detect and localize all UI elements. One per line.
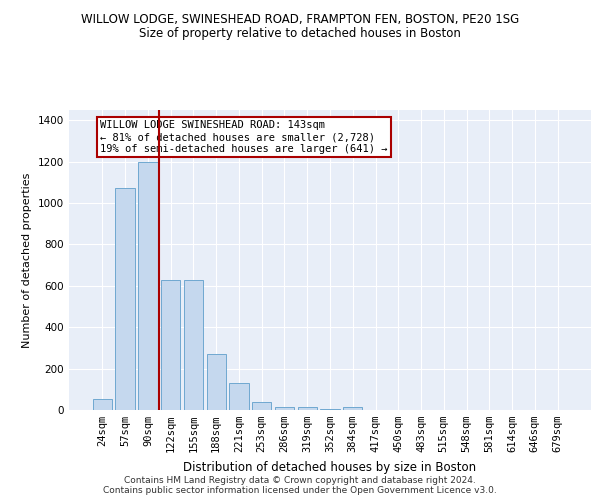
Bar: [343, 407, 362, 410]
Bar: [138, 162, 158, 410]
Bar: [298, 407, 317, 410]
Y-axis label: Number of detached properties: Number of detached properties: [22, 172, 32, 348]
Text: WILLOW LODGE, SWINESHEAD ROAD, FRAMPTON FEN, BOSTON, PE20 1SG: WILLOW LODGE, SWINESHEAD ROAD, FRAMPTON …: [81, 12, 519, 26]
Text: WILLOW LODGE SWINESHEAD ROAD: 143sqm
← 81% of detached houses are smaller (2,728: WILLOW LODGE SWINESHEAD ROAD: 143sqm ← 8…: [100, 120, 388, 154]
Bar: [252, 402, 271, 410]
Bar: [206, 354, 226, 410]
Bar: [93, 398, 112, 410]
Bar: [115, 188, 135, 410]
Text: Size of property relative to detached houses in Boston: Size of property relative to detached ho…: [139, 28, 461, 40]
Bar: [161, 280, 181, 410]
Bar: [229, 383, 248, 410]
Text: Contains HM Land Registry data © Crown copyright and database right 2024.
Contai: Contains HM Land Registry data © Crown c…: [103, 476, 497, 495]
X-axis label: Distribution of detached houses by size in Boston: Distribution of detached houses by size …: [184, 460, 476, 473]
Bar: [275, 407, 294, 410]
Bar: [184, 280, 203, 410]
